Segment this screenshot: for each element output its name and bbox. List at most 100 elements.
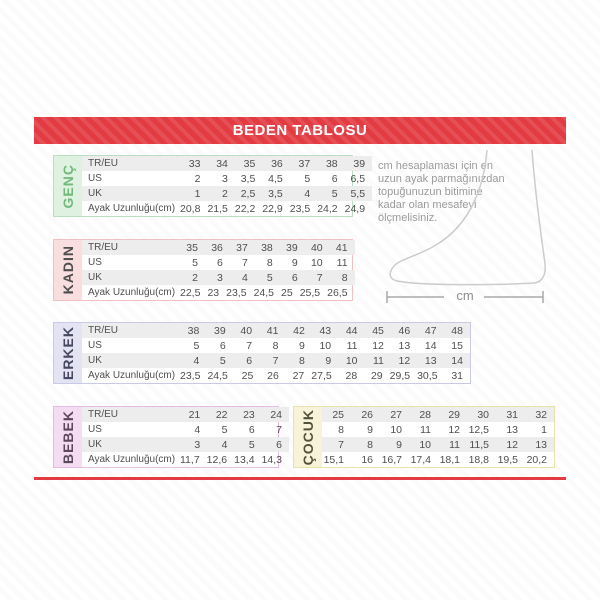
size-cell: 28 xyxy=(419,408,431,421)
size-cell: 11 xyxy=(346,339,358,352)
size-cell: 3 xyxy=(217,271,223,284)
row-label: Ayak Uzunluğu(cm) xyxy=(88,203,176,214)
size-cell: 44 xyxy=(345,324,358,337)
size-table-baby: BEBEK TR/EU 21 22 23 24 US 4 5 6 7 UK 3 4 5 6 Ayak Uzunl… xyxy=(53,406,289,468)
size-cell: 18,8 xyxy=(468,453,489,466)
size-cell: 12 xyxy=(372,339,384,352)
size-cell: 13 xyxy=(535,438,547,451)
size-cell: 8 xyxy=(298,354,305,367)
size-cell: 9 xyxy=(396,438,402,451)
row-label: US xyxy=(88,257,102,268)
size-cell: 24,5 xyxy=(207,369,228,382)
size-cell: 32 xyxy=(535,408,547,421)
size-cell: 38 xyxy=(261,241,273,254)
size-cell: 22 xyxy=(215,408,228,421)
size-cell: 39 xyxy=(353,157,366,170)
size-cell: 23,5 xyxy=(226,286,247,299)
table-row: Ayak Uzunluğu(cm) 20,8 21,5 22,2 22,9 23,5 24,… xyxy=(82,201,372,216)
size-cell: 10 xyxy=(310,256,323,269)
table-row: UK 3 4 5 6 xyxy=(82,437,289,452)
size-cell: 8 xyxy=(266,256,273,269)
size-cell: 5 xyxy=(193,339,200,352)
size-cell: 11,7 xyxy=(180,453,200,466)
size-cell: 23,5 xyxy=(180,369,201,382)
size-cell: 5 xyxy=(331,187,338,200)
size-cell: 22,5 xyxy=(180,286,201,299)
row-label: Ayak Uzunluğu(cm) xyxy=(88,370,176,381)
size-cell: 5,5 xyxy=(350,187,366,200)
size-cell: 7 xyxy=(241,256,248,269)
size-cell: 23,5 xyxy=(289,202,311,215)
size-cell: 41 xyxy=(335,241,348,254)
table-rows: TR/EU 33 34 35 36 37 38 39 US 2 3 3,5 4,5 5 6 6,5 UK 1 2 2,… xyxy=(82,156,373,216)
size-cell: 14,3 xyxy=(261,453,282,466)
size-cell: 6 xyxy=(248,423,255,436)
size-cell: 3 xyxy=(194,438,201,451)
instruction-line: ölçmelisiniz. xyxy=(378,212,438,224)
size-cell: 37 xyxy=(236,241,248,254)
size-cell: 15,1 xyxy=(323,453,344,466)
size-cell: 6,5 xyxy=(350,172,366,185)
size-cell: 11 xyxy=(420,423,431,436)
cm-measure-label: cm xyxy=(456,288,474,303)
size-table-child: ÇOCUK 25 26 27 28 29 30 31 32 8 9 10 11 12 12,5 13 1 7 8 9 1… xyxy=(293,406,555,468)
category-band: KADIN xyxy=(54,240,82,300)
row-label: US xyxy=(88,340,102,351)
row-label: UK xyxy=(88,188,102,199)
size-cell: 6 xyxy=(331,172,338,185)
table-row: UK 4 5 6 7 8 9 10 11 12 13 14 xyxy=(82,353,470,368)
size-cell: 6 xyxy=(291,271,298,284)
table-row: 8 9 10 11 12 12,5 13 1 xyxy=(322,422,554,437)
table-rows: TR/EU 21 22 23 24 US 4 5 6 7 UK 3 4 5 6 Ayak Uzunluğu(c… xyxy=(82,407,289,467)
size-cell: 26 xyxy=(267,369,279,382)
title-banner: BEDEN TABLOSU xyxy=(34,117,566,144)
size-cell: 2 xyxy=(222,187,228,200)
size-cell: 11,5 xyxy=(469,438,489,451)
size-cell: 7 xyxy=(272,354,279,367)
size-cell: 1 xyxy=(541,423,547,436)
size-cell: 8 xyxy=(272,339,279,352)
size-cell: 34 xyxy=(216,157,228,170)
size-cell: 4 xyxy=(241,271,248,284)
size-cell: 5 xyxy=(248,438,255,451)
size-cell: 3 xyxy=(222,172,228,185)
size-cell: 24,9 xyxy=(344,202,366,215)
size-cell: 5 xyxy=(192,256,198,269)
size-cell: 9 xyxy=(325,354,332,367)
size-cell: 35 xyxy=(186,241,198,254)
size-cell: 41 xyxy=(266,324,279,337)
size-cell: 25 xyxy=(281,286,293,299)
row-label: UK xyxy=(88,272,102,283)
size-cell: 24,5 xyxy=(253,286,274,299)
table-rows: TR/EU 38 39 40 41 42 43 44 45 46 47 48 US 5 6 7 8 9 10 11 12… xyxy=(82,323,470,383)
size-cell: 39 xyxy=(214,324,226,337)
size-cell: 27 xyxy=(390,408,402,421)
size-cell: 4 xyxy=(304,187,311,200)
table-row: US 4 5 6 7 xyxy=(82,422,289,437)
size-cell: 10 xyxy=(319,339,332,352)
size-cell: 7 xyxy=(246,339,253,352)
table-row: UK 1 2 2,5 3,5 4 5 5,5 xyxy=(82,186,373,201)
size-cell: 3,5 xyxy=(268,187,283,200)
size-cell: 45 xyxy=(372,324,384,337)
size-cell: 28 xyxy=(345,369,358,382)
size-cell: 40 xyxy=(310,241,323,254)
size-cell: 11 xyxy=(372,354,384,367)
size-cell: 18,1 xyxy=(439,453,460,466)
size-cell: 24 xyxy=(270,408,282,421)
size-cell: 11 xyxy=(449,438,460,451)
page-title: BEDEN TABLOSU xyxy=(232,122,368,139)
foot-outline-icon xyxy=(386,149,546,303)
table-row: 7 8 9 10 11 11,5 12 13 xyxy=(322,437,554,452)
row-label: TR/EU xyxy=(88,409,118,420)
size-cell: 6 xyxy=(219,339,226,352)
row-label: US xyxy=(88,424,102,435)
size-cell: 7 xyxy=(338,438,344,451)
size-cell: 21 xyxy=(188,408,201,421)
size-cell: 31 xyxy=(451,369,463,382)
measurement-instructions: cm hesaplaması için en uzun ayak parmağı… xyxy=(378,160,508,225)
category-label: BEBEK xyxy=(60,409,76,464)
instruction-line: uzun ayak parmağınızdan xyxy=(378,173,505,185)
size-cell: 12,5 xyxy=(468,423,489,436)
table-rows: 25 26 27 28 29 30 31 32 8 9 10 11 12 12,5 13 1 7 8 9 10 11 11… xyxy=(322,407,554,467)
